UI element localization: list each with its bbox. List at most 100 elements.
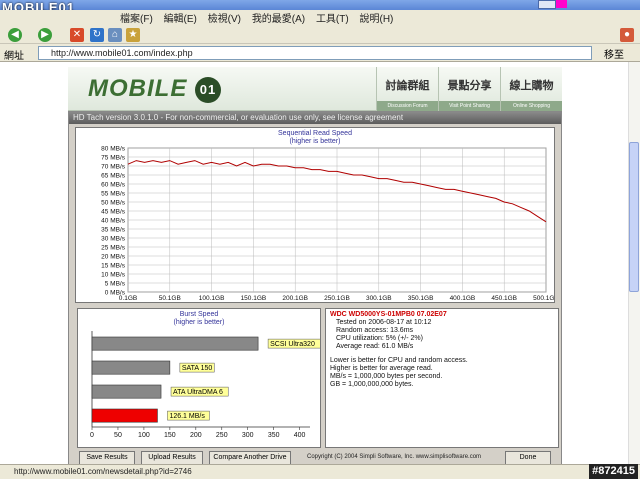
y-tick-label: 5 MB/s	[105, 281, 126, 288]
burst-chart-title: Burst Speed (higher is better)	[78, 311, 320, 327]
nav-sublabel: Discussion Forum	[377, 101, 438, 111]
address-label: 網址	[4, 51, 24, 62]
site-logo[interactable]: MOBILE 01	[88, 75, 221, 103]
x-tick-label: 400	[294, 432, 306, 439]
go-button[interactable]: 移至	[604, 50, 624, 61]
x-tick-label: 300	[242, 432, 254, 439]
x-tick-label: 350.1GB	[408, 295, 434, 302]
seq-subtitle-text: (higher is better)	[289, 138, 341, 145]
scrollbar-thumb[interactable]	[629, 142, 639, 292]
copyright-text: Copyright (C) 2004 Simpli Software, Inc.…	[307, 454, 482, 460]
compare-drive-button[interactable]: Compare Another Drive	[209, 451, 291, 465]
burst-title-text: Burst Speed	[179, 311, 219, 318]
y-tick-label: 0 MB/s	[105, 290, 126, 297]
y-tick-label: 20 MB/s	[101, 254, 126, 261]
x-tick-label: 200.1GB	[282, 295, 308, 302]
site-header: MOBILE 01 討論群組 Discussion Forum 景點分享 Vis…	[68, 67, 562, 111]
minimize-button[interactable]	[538, 0, 556, 9]
nav-sublabel: Online Shopping	[501, 101, 562, 111]
x-tick-label: 150.1GB	[241, 295, 267, 302]
nav-discussion[interactable]: 討論群組 Discussion Forum	[376, 67, 438, 111]
upload-results-button[interactable]: Upload Results	[141, 451, 203, 465]
y-tick-label: 40 MB/s	[101, 218, 126, 225]
menu-bar: 檔案(F) 編輯(E) 檢視(V) 我的最愛(A) 工具(T) 說明(H)	[0, 10, 640, 26]
x-tick-label: 400.1GB	[450, 295, 476, 302]
bar-label: SATA 150	[182, 365, 213, 372]
bar-label-box	[170, 386, 229, 397]
bar-label: 126.1 MB/s	[169, 413, 205, 420]
bar-label-box	[267, 338, 320, 349]
burst-bar	[91, 336, 259, 351]
y-tick-label: 55 MB/s	[101, 191, 126, 198]
y-tick-label: 45 MB/s	[101, 209, 126, 216]
y-tick-label: 35 MB/s	[101, 227, 126, 234]
note-line: Lower is better for CPU and random acces…	[330, 357, 468, 364]
nav-label: 討論群組	[385, 80, 430, 92]
y-tick-label: 75 MB/s	[101, 155, 126, 162]
bar-label-box	[179, 362, 215, 373]
menu-tools[interactable]: 工具(T)	[315, 14, 349, 25]
y-tick-label: 80 MB/s	[101, 146, 126, 153]
info-tested: Tested on 2006-08-17 at 10:12	[336, 319, 432, 326]
address-bar: 網址 http://www.mobile01.com/index.php 移至	[0, 44, 640, 62]
media-icon[interactable]: ●	[620, 28, 634, 42]
refresh-icon[interactable]: ↻	[90, 28, 104, 42]
favorites-icon[interactable]: ★	[126, 28, 140, 42]
burst-subtitle-text: (higher is better)	[173, 319, 225, 326]
burst-bar	[91, 360, 171, 375]
seq-chart-title: Sequential Read Speed (higher is better)	[76, 130, 554, 146]
save-results-button[interactable]: Save Results	[79, 451, 135, 465]
nav-label: 線上購物	[509, 80, 554, 92]
note-line: Higher is better for average read.	[330, 365, 433, 372]
vertical-scrollbar[interactable]	[628, 62, 640, 464]
back-icon[interactable]: ◀	[8, 28, 22, 42]
info-average-read: Average read: 61.0 MB/s	[336, 343, 414, 350]
x-tick-label: 200	[190, 432, 202, 439]
forward-icon[interactable]: ▶	[38, 28, 52, 42]
burst-bar	[91, 408, 158, 423]
read-speed-line	[127, 160, 547, 223]
nav-label: 景點分享	[447, 80, 492, 92]
menu-view[interactable]: 檢視(V)	[207, 14, 242, 25]
menu-help[interactable]: 說明(H)	[359, 14, 394, 25]
y-tick-label: 25 MB/s	[101, 245, 126, 252]
nav-shopping[interactable]: 線上購物 Online Shopping	[500, 67, 562, 111]
site-logo-text: MOBILE	[88, 75, 188, 102]
burst-speed-panel: Burst Speed (higher is better) 0 50 100 150…	[77, 308, 321, 448]
nav-sublabel: Visit Point Sharing	[439, 101, 500, 111]
note-line: GB = 1,000,000,000 bytes.	[330, 381, 414, 388]
address-input[interactable]: http://www.mobile01.com/index.php	[38, 46, 592, 60]
x-tick-label: 300.1GB	[366, 295, 392, 302]
x-tick-label: 0.1GB	[119, 295, 137, 302]
y-tick-label: 65 MB/s	[101, 173, 126, 180]
info-random-access: Random access: 13.6ms	[336, 327, 414, 334]
y-tick-label: 70 MB/s	[101, 164, 126, 171]
nav-toolbar: ◀ ▶ ✕ ↻ ⌂ ★ ●	[0, 26, 640, 44]
menu-favorites[interactable]: 我的最愛(A)	[251, 14, 306, 25]
status-bar: http://www.mobile01.com/newsdetail.php?i…	[0, 464, 640, 479]
drive-model: WDC WD5000YS-01MPB0 07.02E07	[330, 311, 447, 318]
x-tick-label: 250	[216, 432, 228, 439]
home-icon[interactable]: ⌂	[108, 28, 122, 42]
x-tick-label: 0	[90, 432, 94, 439]
hdtach-title: HD Tach version 3.0.1.0 - For non-commer…	[69, 112, 561, 124]
y-tick-label: 60 MB/s	[101, 182, 126, 189]
window-titlebar	[0, 0, 640, 10]
menu-edit[interactable]: 編輯(E)	[163, 14, 197, 25]
menu-file[interactable]: 檔案(F)	[120, 14, 153, 25]
nav-visit-point[interactable]: 景點分享 Visit Point Sharing	[438, 67, 500, 111]
stop-icon[interactable]: ✕	[70, 28, 84, 42]
x-tick-label: 100.1GB	[199, 295, 225, 302]
y-tick-label: 10 MB/s	[101, 272, 126, 279]
y-tick-label: 30 MB/s	[101, 236, 126, 243]
x-tick-label: 100	[138, 432, 150, 439]
x-tick-label: 350	[268, 432, 280, 439]
x-tick-label: 250.1GB	[324, 295, 350, 302]
burst-speed-chart: 0 50 100 150 200 250 300 350 400 SCSI Ultra320 SAT…	[90, 331, 320, 439]
note-line: MB/s = 1,000,000 bytes per second.	[330, 373, 443, 380]
info-cpu: CPU utilization: 5% (+/- 2%)	[336, 335, 423, 342]
hdtach-window: HD Tach version 3.0.1.0 - For non-commer…	[68, 111, 562, 467]
drive-info-panel: WDC WD5000YS-01MPB0 07.02E07 Tested on 2…	[325, 308, 559, 448]
done-button[interactable]: Done	[505, 451, 551, 465]
bar-label: ATA UltraDMA 6	[173, 389, 223, 396]
